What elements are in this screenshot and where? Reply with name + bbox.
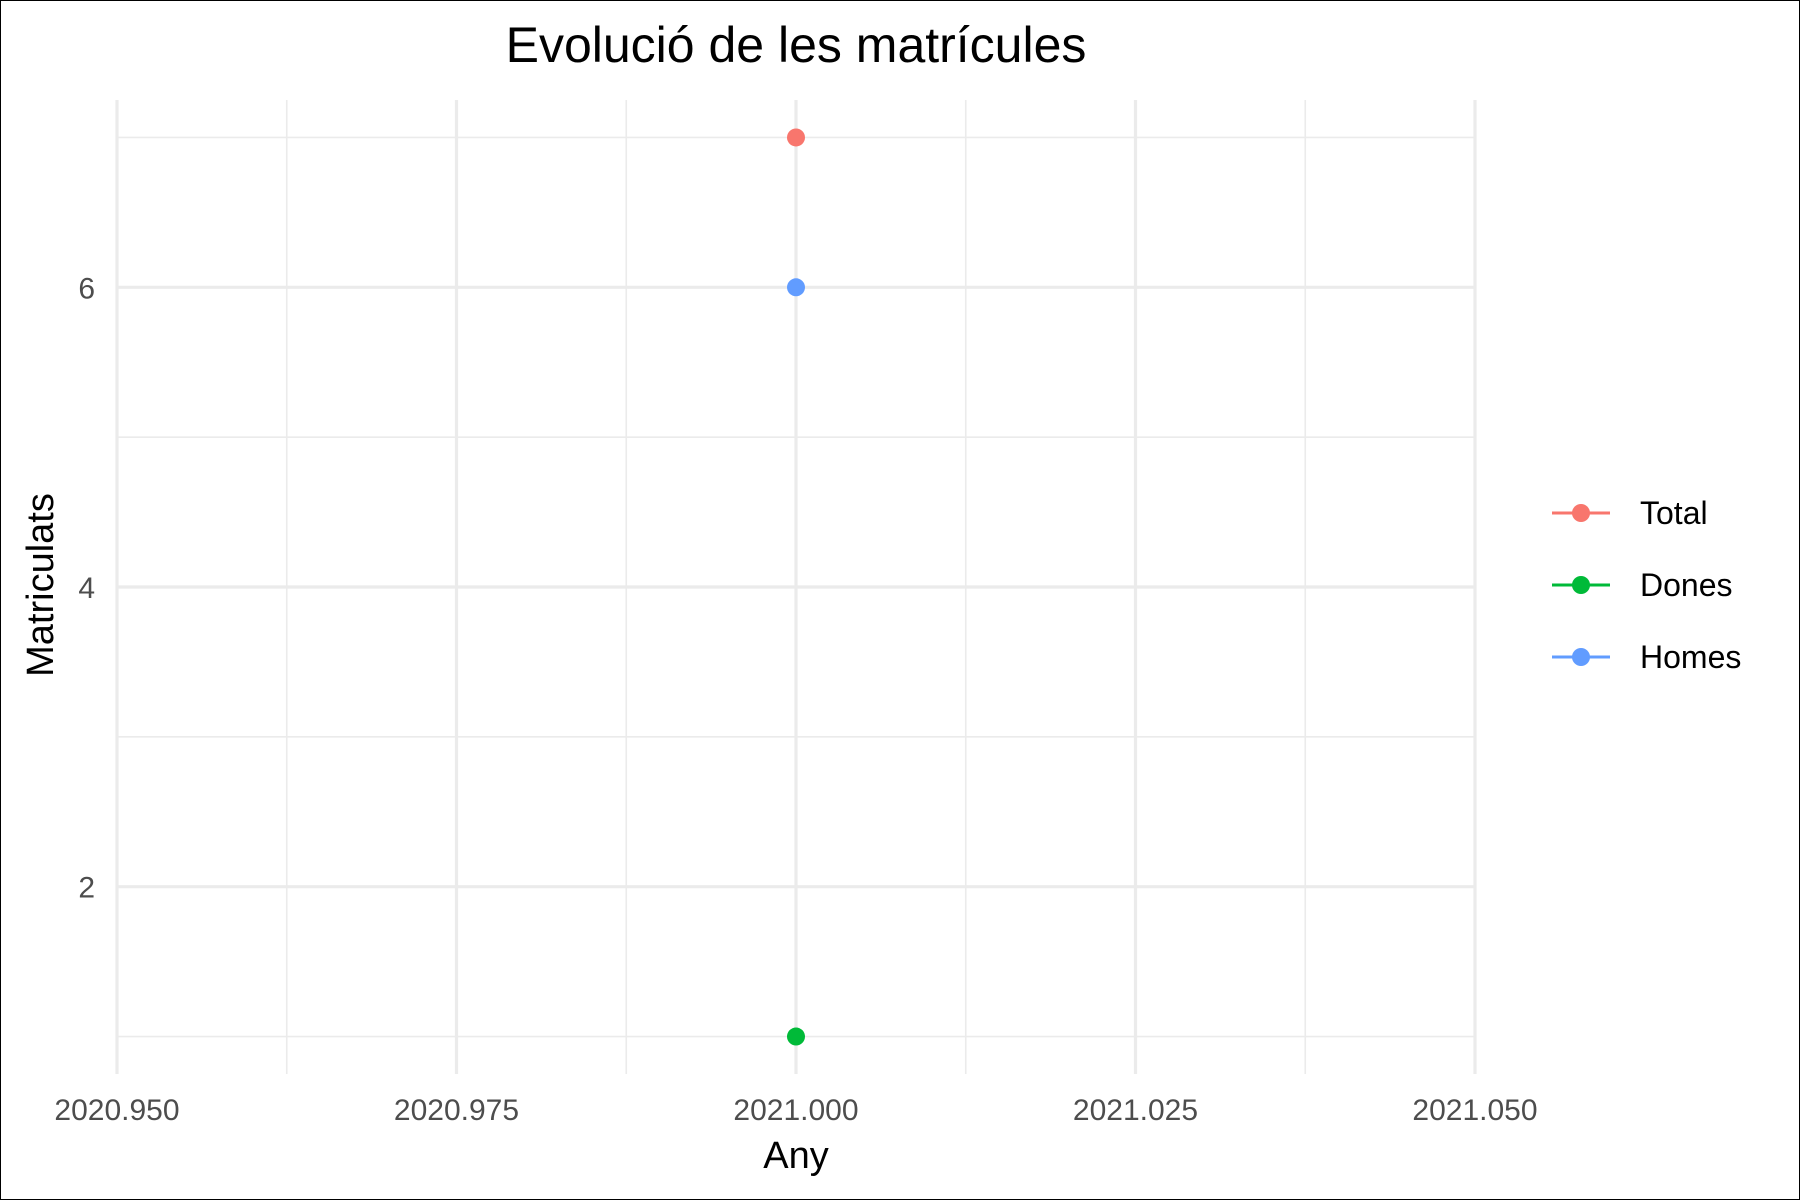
legend-item-dones: Dones xyxy=(1552,567,1733,603)
legend: Total Dones Homes xyxy=(1552,495,1741,675)
x-tick-label: 2021.000 xyxy=(733,1094,858,1127)
y-tick-label: 2 xyxy=(78,872,95,905)
chart-title: Evolució de les matrícules xyxy=(506,17,1087,73)
legend-item-total: Total xyxy=(1552,495,1708,531)
x-axis-ticks: 2020.950 2020.975 2021.000 2021.025 2021.050 xyxy=(54,1094,1537,1127)
legend-item-homes: Homes xyxy=(1552,639,1741,675)
data-point-dones xyxy=(787,1027,805,1046)
marks-layer xyxy=(787,128,805,1046)
legend-key-point xyxy=(1572,504,1590,522)
x-tick-label: 2021.050 xyxy=(1412,1094,1537,1127)
x-tick-label: 2020.975 xyxy=(394,1094,519,1127)
y-tick-label: 4 xyxy=(78,572,95,605)
y-axis-title: Matriculats xyxy=(20,493,62,677)
legend-key-point xyxy=(1572,648,1590,666)
x-tick-label: 2020.950 xyxy=(54,1094,179,1127)
y-tick-label: 6 xyxy=(78,272,95,305)
legend-label: Dones xyxy=(1640,567,1733,603)
x-axis-title: Any xyxy=(763,1135,828,1177)
grid-layer xyxy=(115,100,1477,1074)
legend-label: Total xyxy=(1640,495,1708,531)
data-point-total xyxy=(787,128,805,147)
x-tick-label: 2021.025 xyxy=(1073,1094,1198,1127)
legend-label: Homes xyxy=(1640,639,1741,675)
legend-key-point xyxy=(1572,576,1590,594)
y-axis-ticks: 2 4 6 xyxy=(78,272,95,904)
data-point-homes xyxy=(787,278,805,297)
